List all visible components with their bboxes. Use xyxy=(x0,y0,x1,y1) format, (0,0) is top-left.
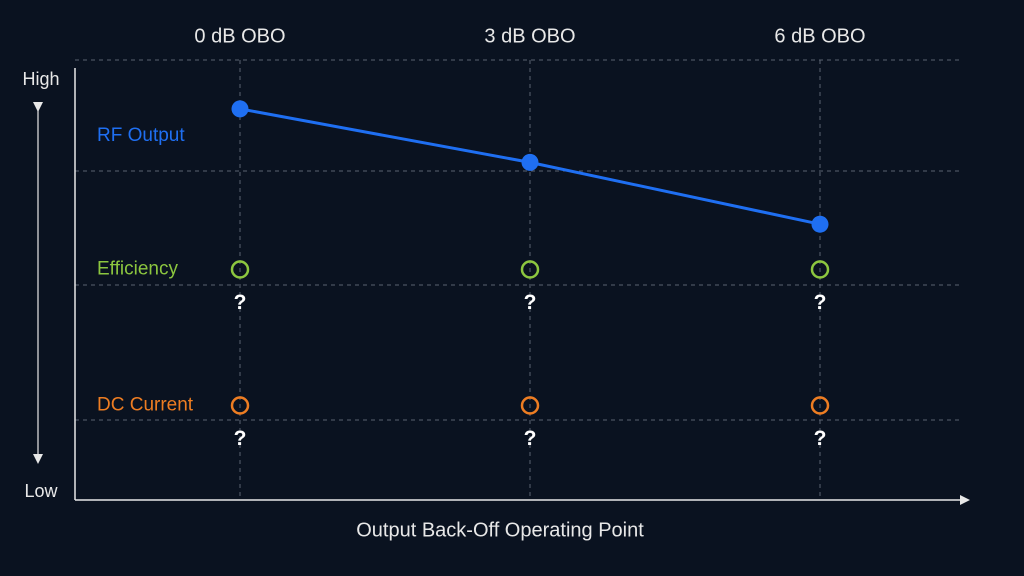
point-label: ? xyxy=(234,291,247,314)
point xyxy=(231,100,249,118)
point xyxy=(520,260,540,279)
point-label: ? xyxy=(524,291,537,314)
series-label: Efficiency xyxy=(97,259,178,280)
x-tick-label: 3 dB OBO xyxy=(484,25,575,47)
series-label: DC Current xyxy=(97,394,194,415)
series-label: RF Output xyxy=(97,125,185,146)
x-tick-label: 6 dB OBO xyxy=(774,25,865,47)
point xyxy=(810,260,830,279)
y-tick-label: Low xyxy=(24,481,58,501)
point xyxy=(230,396,250,415)
row-separators xyxy=(75,59,960,421)
point-label: ? xyxy=(234,427,247,450)
x-axis-label: Output Back-Off Operating Point xyxy=(356,519,644,541)
point xyxy=(520,396,540,415)
point xyxy=(811,215,829,233)
point xyxy=(521,153,539,171)
point-label: ? xyxy=(524,427,537,450)
y-tick-label: High xyxy=(22,69,59,89)
point-label: ? xyxy=(814,291,827,314)
point xyxy=(810,396,830,415)
x-tick-label: 0 dB OBO xyxy=(194,25,285,47)
point-label: ? xyxy=(814,427,827,450)
point xyxy=(230,260,250,279)
